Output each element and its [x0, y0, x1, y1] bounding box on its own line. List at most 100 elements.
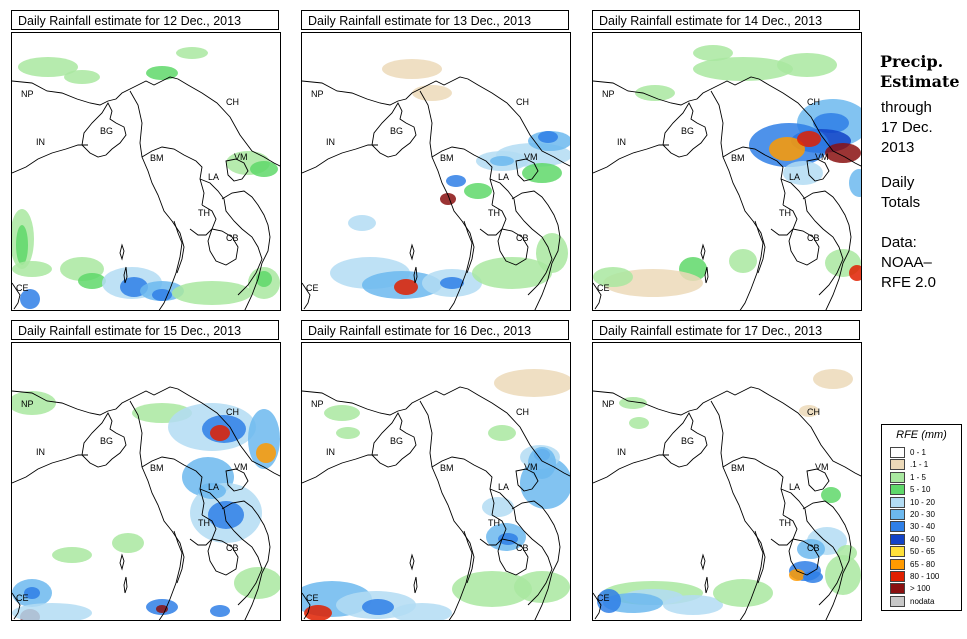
rainfall-patch — [528, 447, 556, 479]
country-label-np: NP — [602, 399, 615, 409]
country-label-ce: CE — [597, 593, 610, 603]
country-label-la: LA — [498, 482, 509, 492]
map-panel-14-dec: Daily Rainfall estimate for 14 Dec., 201… — [592, 10, 862, 311]
rainfall-patch — [821, 487, 841, 503]
legend-swatch — [890, 471, 905, 483]
rainfall-patch — [713, 579, 773, 607]
legend-swatch — [890, 496, 905, 508]
country-label-in: IN — [36, 137, 45, 147]
rainfall-patch — [803, 571, 823, 583]
border-line — [413, 576, 418, 594]
rainfall-patch — [16, 225, 28, 265]
rainfall-patch — [382, 59, 442, 79]
legend-swatch — [890, 447, 905, 458]
country-label-bm: BM — [440, 463, 454, 473]
sidebar-date-line1: 17 Dec. — [881, 119, 933, 136]
country-label-bg: BG — [681, 126, 694, 136]
rainfall-patch — [538, 131, 558, 143]
rainfall-patch — [394, 279, 418, 295]
country-label-th: TH — [198, 208, 210, 218]
rainfall-patch — [663, 595, 723, 615]
border-line — [704, 266, 709, 284]
country-label-la: LA — [789, 482, 800, 492]
legend-label: 65 - 80 — [910, 559, 935, 569]
border-line — [511, 500, 561, 620]
border-line — [302, 76, 570, 167]
country-label-in: IN — [36, 447, 45, 457]
legend-label: 0 - 1 — [910, 448, 927, 457]
border-line — [302, 282, 311, 310]
country-label-bg: BG — [390, 126, 403, 136]
country-label-bm: BM — [150, 463, 164, 473]
map-panel-13-dec: Daily Rainfall estimate for 13 Dec., 201… — [301, 10, 571, 311]
border-line — [371, 102, 417, 158]
rainfall-patch — [392, 603, 452, 620]
border-line — [802, 500, 852, 620]
legend-title: RFE (mm) — [896, 429, 947, 441]
border-line — [448, 530, 473, 620]
rainfall-map: NP IN BG BM CH VM LA TH CB CE — [11, 32, 281, 311]
border-line — [129, 90, 185, 274]
country-label-bm: BM — [731, 463, 745, 473]
rainfall-map: NP IN BG BM CH VM LA TH CB CE — [11, 342, 281, 621]
border-line — [199, 178, 263, 296]
sidebar-data-version: RFE 2.0 — [881, 274, 937, 291]
country-label-ch: CH — [807, 97, 820, 107]
border-line — [225, 158, 249, 182]
border-line — [199, 488, 263, 606]
country-label-np: NP — [311, 399, 324, 409]
country-borders — [593, 386, 861, 620]
legend-label: 20 - 30 — [910, 510, 935, 519]
rainfall-patch — [593, 267, 633, 287]
legend-swatch — [890, 558, 905, 570]
country-label-ce: CE — [306, 283, 319, 293]
rainfall-patch — [12, 603, 92, 620]
country-label-np: NP — [21, 399, 34, 409]
rainfall-patch — [825, 555, 861, 595]
country-label-la: LA — [208, 482, 219, 492]
country-borders — [593, 76, 861, 310]
rainfall-patch — [18, 57, 78, 77]
border-line — [409, 553, 415, 571]
border-line — [81, 412, 127, 468]
legend-swatch — [890, 546, 905, 558]
rainfall-patch — [112, 533, 144, 553]
rainfall-patch — [635, 85, 675, 101]
legend-label: 50 - 65 — [910, 547, 935, 557]
country-label-cb: CB — [807, 233, 820, 243]
rainfall-patch — [813, 369, 853, 389]
country-label-la: LA — [498, 172, 509, 182]
rainfall-patch — [488, 425, 516, 441]
legend-label: .1 - 1 — [910, 460, 929, 470]
country-label-np: NP — [311, 89, 324, 99]
rainfall-patch — [210, 605, 230, 617]
border-line — [12, 282, 21, 310]
sidebar-data-label: Data: — [881, 234, 917, 251]
rainfall-patch — [52, 547, 92, 563]
rainfall-patch — [797, 539, 825, 559]
border-line — [221, 190, 271, 310]
border-line — [302, 454, 378, 484]
map-panel-16-dec: Daily Rainfall estimate for 16 Dec., 201… — [301, 320, 571, 621]
country-label-th: TH — [488, 208, 500, 218]
country-label-in: IN — [617, 447, 626, 457]
legend-label: 5 - 10 — [910, 485, 931, 495]
border-line — [802, 190, 852, 310]
border-line — [158, 530, 183, 620]
rainfall-field — [597, 369, 861, 615]
rainfall-patch — [797, 131, 821, 147]
country-label-th: TH — [488, 518, 500, 528]
country-label-ch: CH — [516, 97, 529, 107]
rainfall-patch — [198, 483, 226, 499]
border-line — [12, 76, 280, 167]
sidebar-totals: Totals — [881, 194, 921, 211]
rainfall-field — [12, 47, 280, 309]
rainfall-map: NP IN BG BM CH VM LA TH CB CE — [592, 342, 862, 621]
rainfall-patch — [152, 289, 172, 301]
legend-swatch — [890, 459, 905, 471]
rainfall-patch — [208, 501, 244, 529]
border-line — [12, 144, 88, 174]
country-label-bg: BG — [100, 126, 113, 136]
border-line — [141, 456, 205, 516]
legend-label: 40 - 50 — [910, 534, 935, 544]
